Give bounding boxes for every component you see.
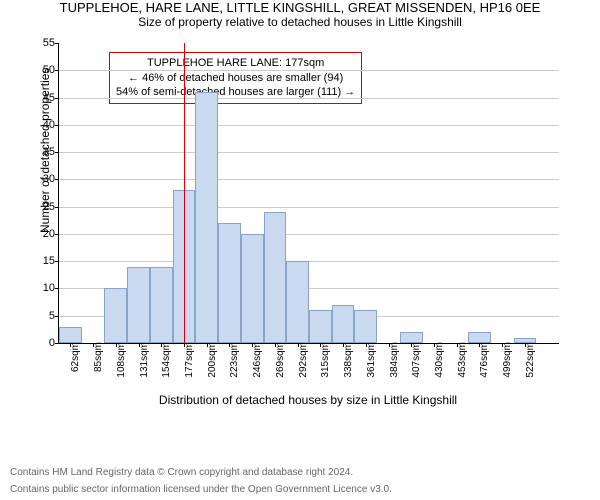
histogram-bar: [286, 261, 309, 343]
y-tick-label: 10: [31, 282, 55, 294]
y-tick: [55, 316, 59, 317]
x-tick-label: 361sqm: [366, 342, 377, 378]
x-tick-label: 154sqm: [161, 342, 172, 378]
y-tick-label: 15: [31, 255, 55, 267]
histogram-bar: [354, 310, 377, 343]
x-tick-label: 292sqm: [298, 342, 309, 378]
y-tick: [55, 70, 59, 71]
gridline: [59, 261, 559, 262]
x-tick-label: 522sqm: [525, 342, 536, 378]
x-tick-label: 315sqm: [320, 342, 331, 378]
y-tick: [55, 343, 59, 344]
y-tick: [55, 125, 59, 126]
attribution-line-2: Contains public sector information licen…: [0, 479, 392, 496]
y-tick: [55, 179, 59, 180]
x-tick-label: 177sqm: [184, 342, 195, 378]
y-tick-label: 40: [31, 119, 55, 131]
y-tick-label: 5: [31, 310, 55, 322]
chart-subtitle: Size of property relative to detached ho…: [0, 15, 600, 29]
x-tick-label: 338sqm: [343, 342, 354, 378]
gridline: [59, 207, 559, 208]
y-tick-label: 55: [31, 37, 55, 49]
histogram-bar: [400, 332, 423, 343]
chart-area: Number of detached properties TUPPLEHOE …: [38, 33, 598, 403]
histogram-bar: [104, 288, 127, 343]
y-tick: [55, 207, 59, 208]
annotation-line: TUPPLEHOE HARE LANE: 177sqm: [116, 56, 355, 71]
x-tick-label: 476sqm: [479, 342, 490, 378]
y-tick: [55, 261, 59, 262]
gridline: [59, 98, 559, 99]
y-tick: [55, 234, 59, 235]
x-tick-label: 62sqm: [70, 342, 81, 372]
property-size-histogram: { "title": "TUPPLEHOE, HARE LANE, LITTLE…: [0, 0, 600, 500]
x-tick-label: 131sqm: [139, 342, 150, 378]
y-tick-label: 20: [31, 228, 55, 240]
x-tick-label: 108sqm: [116, 342, 127, 378]
histogram-bar: [468, 332, 491, 343]
x-tick-label: 407sqm: [411, 342, 422, 378]
x-tick-label: 200sqm: [207, 342, 218, 378]
chart-title: TUPPLEHOE, HARE LANE, LITTLE KINGSHILL, …: [0, 0, 600, 15]
y-tick-label: 45: [31, 92, 55, 104]
gridline: [59, 125, 559, 126]
x-axis-title: Distribution of detached houses by size …: [58, 393, 558, 407]
histogram-bar: [514, 338, 537, 343]
histogram-bar: [218, 223, 241, 343]
annotation-box: TUPPLEHOE HARE LANE: 177sqm← 46% of deta…: [109, 52, 362, 105]
attribution-line-1: Contains HM Land Registry data © Crown c…: [0, 462, 392, 479]
y-tick: [55, 288, 59, 289]
y-tick-label: 35: [31, 146, 55, 158]
histogram-bar: [195, 92, 218, 343]
histogram-bar: [264, 212, 287, 343]
histogram-bar: [309, 310, 332, 343]
histogram-bar: [59, 327, 82, 343]
histogram-bar: [127, 267, 150, 343]
histogram-bar: [150, 267, 173, 343]
y-tick-label: 50: [31, 64, 55, 76]
gridline: [59, 179, 559, 180]
x-tick-label: 85sqm: [93, 342, 104, 372]
y-tick: [55, 43, 59, 44]
property-marker-line: [184, 43, 185, 343]
x-tick-label: 246sqm: [252, 342, 263, 378]
x-tick-label: 430sqm: [434, 342, 445, 378]
y-tick-label: 30: [31, 173, 55, 185]
x-tick-label: 499sqm: [502, 342, 513, 378]
y-tick-label: 0: [31, 337, 55, 349]
x-tick-label: 223sqm: [229, 342, 240, 378]
x-tick-label: 453sqm: [457, 342, 468, 378]
y-tick: [55, 98, 59, 99]
y-tick: [55, 152, 59, 153]
x-tick-label: 384sqm: [389, 342, 400, 378]
annotation-line: ← 46% of detached houses are smaller (94…: [116, 71, 355, 86]
plot-area: TUPPLEHOE HARE LANE: 177sqm← 46% of deta…: [58, 43, 559, 344]
gridline: [59, 234, 559, 235]
y-tick-label: 25: [31, 201, 55, 213]
x-tick-label: 269sqm: [275, 342, 286, 378]
gridline: [59, 152, 559, 153]
gridline: [59, 70, 559, 71]
histogram-bar: [241, 234, 264, 343]
histogram-bar: [332, 305, 355, 343]
